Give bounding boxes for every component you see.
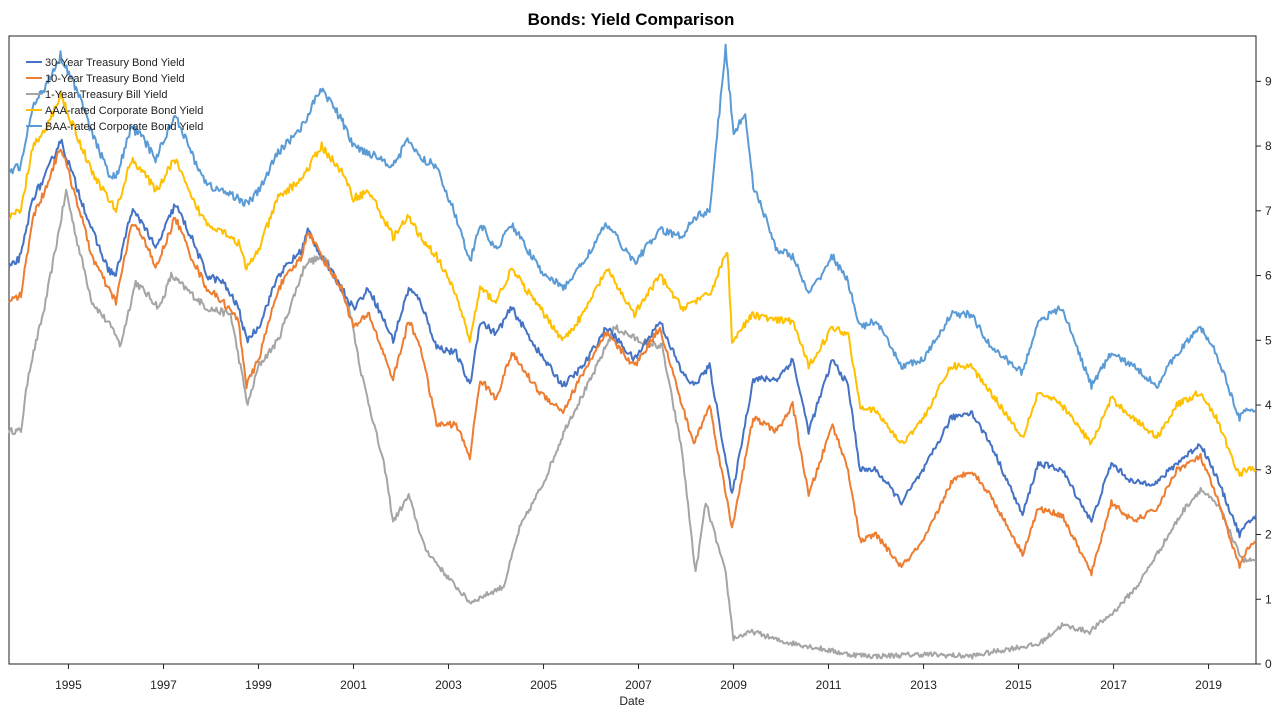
x-tick-label: 2001 xyxy=(340,678,367,692)
x-tick-label: 2011 xyxy=(816,678,842,692)
x-tick-label: 2007 xyxy=(625,678,652,692)
x-tick-label: 2013 xyxy=(910,678,937,692)
series-line-2 xyxy=(8,148,1257,577)
legend-entry: 30-Year Treasury Bond Yield xyxy=(45,57,185,69)
x-tick-label: 2009 xyxy=(720,678,747,692)
x-tick-label: 2017 xyxy=(1100,678,1127,692)
series-line-5 xyxy=(9,43,1257,422)
y-tick-label: 6 xyxy=(1265,269,1272,283)
legend-entry: AAA-rated Corporate Bond Yield xyxy=(45,105,203,117)
x-tick-label: 2005 xyxy=(530,678,557,692)
series-line-3 xyxy=(8,188,1256,660)
y-tick-label: 7 xyxy=(1265,204,1272,218)
y-tick-label: 9 xyxy=(1265,74,1272,88)
x-tick-label: 2015 xyxy=(1005,678,1032,692)
y-tick-label: 1 xyxy=(1265,592,1272,606)
y-axis: 0 1 2 3 4 5 6 7 8 9 xyxy=(1256,74,1272,671)
y-tick-label: 3 xyxy=(1265,463,1272,477)
legend-entry: 1-Year Treasury Bill Yield xyxy=(45,89,168,101)
legend-entry: BAA-rated Corporate Bond Yield xyxy=(45,121,203,133)
x-tick-label: 1997 xyxy=(150,678,177,692)
chart-title: Bonds: Yield Comparison xyxy=(527,10,735,29)
x-tick-label: 1995 xyxy=(55,678,82,692)
legend-entry: 10-Year Treasury Bond Yield xyxy=(45,73,185,85)
legend: 30-Year Treasury Bond Yield 10-Year Treas… xyxy=(26,57,203,133)
series-line-1 xyxy=(8,138,1257,539)
series-line-4 xyxy=(9,90,1257,477)
plot-frame xyxy=(8,35,1257,665)
x-tick-label: 2019 xyxy=(1195,678,1222,692)
x-tick-label: 2003 xyxy=(435,678,462,692)
y-tick-label: 2 xyxy=(1265,528,1272,542)
x-tick-label: 1999 xyxy=(245,678,272,692)
y-tick-label: 8 xyxy=(1265,139,1272,153)
x-axis-label: Date xyxy=(619,694,645,708)
x-axis: 1995 1997 1999 2001 2003 2005 2007 2009 2011 2013… xyxy=(55,664,1222,692)
y-tick-label: 4 xyxy=(1265,398,1272,412)
series-layer xyxy=(8,43,1257,660)
y-tick-label: 0 xyxy=(1265,657,1272,671)
y-tick-label: 5 xyxy=(1265,333,1272,347)
